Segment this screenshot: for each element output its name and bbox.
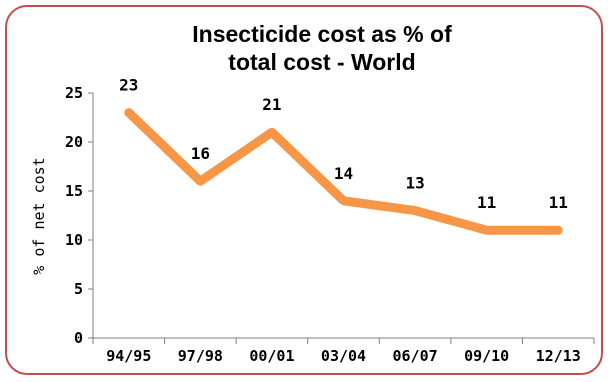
x-tick-label: 03/04 <box>321 347 366 365</box>
x-tick-label: 12/13 <box>536 347 581 365</box>
axes <box>92 93 594 339</box>
chart-title-line-1: Insecticide cost as % of <box>192 21 452 47</box>
series-group <box>124 108 563 235</box>
y-tick-label: 25 <box>65 84 83 102</box>
chart-title: Insecticide cost as % of total cost - Wo… <box>192 21 452 75</box>
x-tick-label: 97/98 <box>178 347 223 365</box>
x-tick-label: 94/95 <box>106 347 151 365</box>
x-tick-label: 06/07 <box>392 347 437 365</box>
y-tick-label: 0 <box>74 329 83 347</box>
data-label: 11 <box>549 193 568 212</box>
data-label: 21 <box>262 95 281 114</box>
data-label: 23 <box>119 76 138 95</box>
chart-title-line-2: total cost - World <box>228 49 415 75</box>
data-label: 16 <box>191 144 210 163</box>
x-axis-ticks: 94/95 97/98 00/01 03/04 06/07 09/10 12/13 <box>92 338 595 365</box>
y-tick-label: 15 <box>65 182 83 200</box>
data-labels: 23 16 21 14 13 11 11 <box>119 76 568 213</box>
y-tick-label: 10 <box>65 231 83 249</box>
x-tick-label: 00/01 <box>249 347 294 365</box>
data-label: 13 <box>405 174 424 193</box>
data-label: 14 <box>334 164 353 183</box>
x-tick-label: 09/10 <box>464 347 509 365</box>
data-label: 11 <box>477 193 496 212</box>
y-tick-label: 20 <box>65 133 83 151</box>
y-tick-label: 5 <box>74 280 83 298</box>
chart-frame <box>5 5 603 375</box>
y-axis-ticks: 0 5 10 15 20 25 <box>65 84 93 347</box>
y-axis-title: % of net cost <box>30 157 48 274</box>
